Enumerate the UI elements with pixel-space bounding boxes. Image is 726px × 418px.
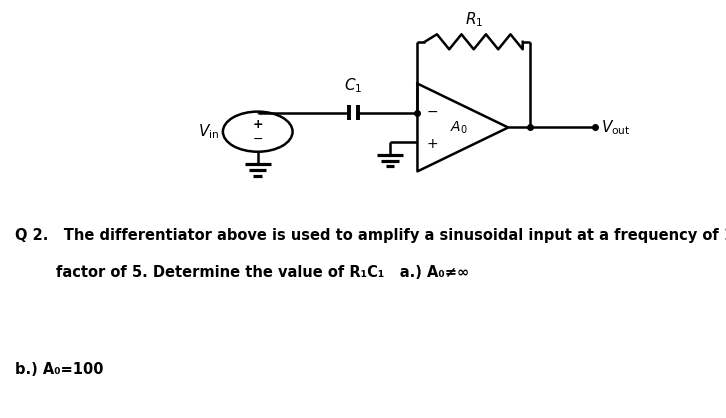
Text: $+$: $+$	[426, 137, 438, 151]
Text: Q 2.   The differentiator above is used to amplify a sinusoidal input at a frequ: Q 2. The differentiator above is used to…	[15, 228, 726, 243]
Text: factor of 5. Determine the value of R₁C₁   a.) A₀≠∞: factor of 5. Determine the value of R₁C₁…	[15, 265, 469, 280]
Text: $A_0$: $A_0$	[450, 119, 468, 136]
Text: $-$: $-$	[252, 132, 264, 145]
Text: $C_1$: $C_1$	[344, 76, 363, 95]
Text: b.) A₀=100: b.) A₀=100	[15, 362, 103, 377]
Text: $V_{\mathrm{in}}$: $V_{\mathrm{in}}$	[198, 122, 219, 141]
Text: $V_{\mathrm{out}}$: $V_{\mathrm{out}}$	[601, 118, 631, 137]
Text: $-$: $-$	[426, 104, 438, 118]
Text: +: +	[253, 118, 263, 132]
Text: $R_1$: $R_1$	[465, 10, 483, 29]
